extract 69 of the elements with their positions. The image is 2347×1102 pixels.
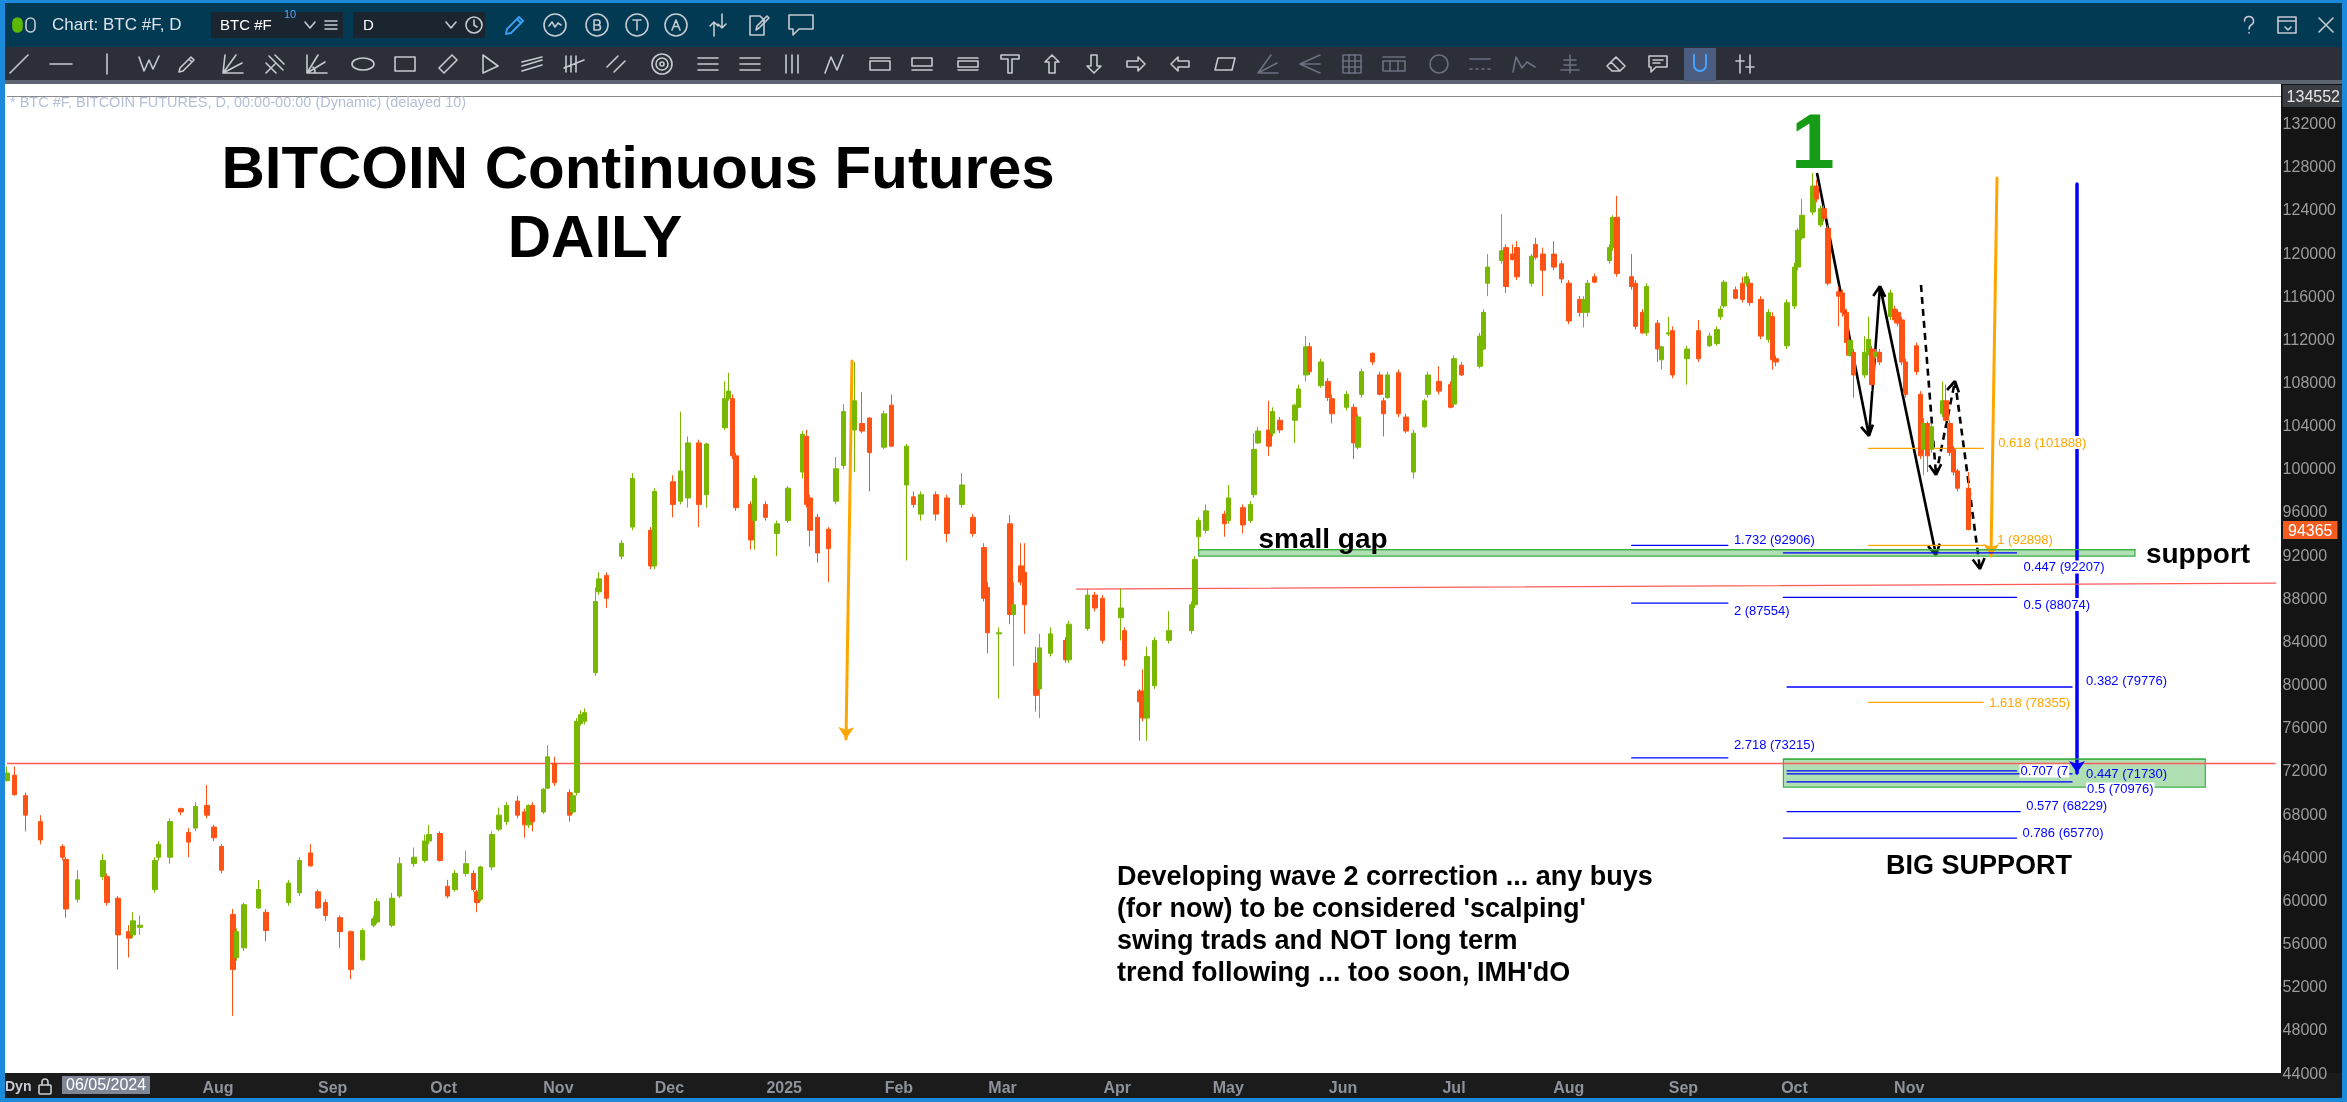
y-tick-label: 44000 bbox=[2282, 1064, 2328, 1082]
annotation: Developing wave 2 correction ... any buys (for now) to be considered 'scalping' swing trads and NOT long term trend following ... too soon, IMH'dO bbox=[1117, 861, 1653, 987]
x-tick-label: Nov bbox=[1894, 1078, 1925, 1096]
y-tick-label: 72000 bbox=[2282, 762, 2328, 780]
x-tick-label: Sep bbox=[318, 1078, 348, 1096]
annotation: small gap bbox=[1258, 522, 1388, 554]
x-tick-label: Oct bbox=[430, 1078, 458, 1096]
series-label: 0.707 (7 bbox=[2020, 763, 2069, 779]
y-tick-label: 104000 bbox=[2282, 417, 2337, 435]
x-tick-label: Feb bbox=[884, 1078, 914, 1096]
series-label: 0.382 (79776) bbox=[2086, 673, 2168, 689]
y-tick-label: 92000 bbox=[2282, 546, 2328, 564]
y-tick-label: 134552 bbox=[2286, 87, 2341, 105]
series-label: 0.577 (68229) bbox=[2026, 798, 2108, 814]
y-tick-label: 68000 bbox=[2282, 805, 2328, 823]
y-tick-label: 60000 bbox=[2282, 891, 2328, 909]
text: BITCOIN Continuous Futures bbox=[221, 133, 1055, 201]
x-tick-label: Dec bbox=[654, 1078, 685, 1096]
x-tick-label: May bbox=[1212, 1078, 1244, 1096]
text: Chart: BTC #F, D bbox=[52, 15, 182, 35]
y-tick-label: 132000 bbox=[2282, 115, 2337, 133]
x-tick-label: Aug bbox=[1553, 1078, 1585, 1096]
y-tick-label: 124000 bbox=[2282, 201, 2337, 219]
text: D bbox=[363, 16, 374, 34]
text: 94365 bbox=[2288, 521, 2333, 539]
series-label: 0.5 (88074) bbox=[2023, 596, 2091, 612]
x-tick-label: Nov bbox=[543, 1078, 574, 1096]
y-tick-label: 64000 bbox=[2282, 848, 2328, 866]
x-tick-label: Aug bbox=[202, 1078, 234, 1096]
x-tick-label: Jun bbox=[1328, 1078, 1358, 1096]
y-tick-label: 112000 bbox=[2282, 330, 2335, 348]
annotation: BIG SUPPORT bbox=[1885, 850, 2073, 880]
y-tick-label: 128000 bbox=[2282, 158, 2337, 176]
text: 06/05/2024 bbox=[62, 1076, 151, 1095]
series-label: 0.5 (70976) bbox=[2087, 781, 2154, 797]
series-label: 0.618 (101888) bbox=[1998, 434, 2087, 450]
y-tick-label: 96000 bbox=[2282, 503, 2328, 521]
series-label: 2 (87554) bbox=[1733, 602, 1790, 618]
x-tick-label: Sep bbox=[1668, 1078, 1699, 1096]
annotation: support bbox=[2145, 537, 2251, 569]
y-tick-label: 76000 bbox=[2282, 719, 2328, 737]
y-tick-label: 108000 bbox=[2282, 373, 2337, 391]
series-label: 0.447 (71730) bbox=[2086, 766, 2168, 782]
y-tick-label: 116000 bbox=[2282, 287, 2335, 305]
x-tick-label: Jul bbox=[1442, 1078, 1466, 1096]
y-tick-label: 48000 bbox=[2282, 1021, 2328, 1039]
y-tick-label: 84000 bbox=[2282, 632, 2328, 650]
series-label: 0.786 (65770) bbox=[2022, 824, 2104, 840]
y-tick-label: 120000 bbox=[2282, 244, 2337, 262]
y-tick-label: 100000 bbox=[2282, 460, 2337, 478]
text: 10 bbox=[284, 8, 297, 21]
series-label: 0.447 (92207) bbox=[2023, 559, 2105, 575]
y-tick-label: 80000 bbox=[2282, 676, 2328, 694]
x-tick-label: Oct bbox=[1781, 1078, 1809, 1096]
y-tick-label: 88000 bbox=[2282, 589, 2328, 607]
y-tick-label: 52000 bbox=[2282, 978, 2328, 996]
annotation: * BTC #F, BITCOIN FUTURES, D, 00:00-00:00 (Dynamic) (delayed 10) bbox=[10, 93, 467, 110]
x-tick-label: Apr bbox=[1103, 1078, 1132, 1096]
x-tick-label: 2025 bbox=[766, 1078, 803, 1096]
series-label: 2.718 (73215) bbox=[1733, 737, 1815, 753]
series-label: 1 (92898) bbox=[1997, 531, 2053, 547]
x-tick-label: Mar bbox=[988, 1078, 1017, 1096]
annotation: 1 bbox=[1791, 97, 1835, 186]
series-label: 1.618 (78355) bbox=[1989, 694, 2071, 710]
text: BTC #F bbox=[220, 16, 272, 34]
text: DAILY bbox=[507, 202, 683, 270]
series-label: 1.732 (92906) bbox=[1733, 531, 1815, 547]
text: Dyn bbox=[5, 1078, 32, 1095]
y-tick-label: 56000 bbox=[2282, 935, 2328, 953]
